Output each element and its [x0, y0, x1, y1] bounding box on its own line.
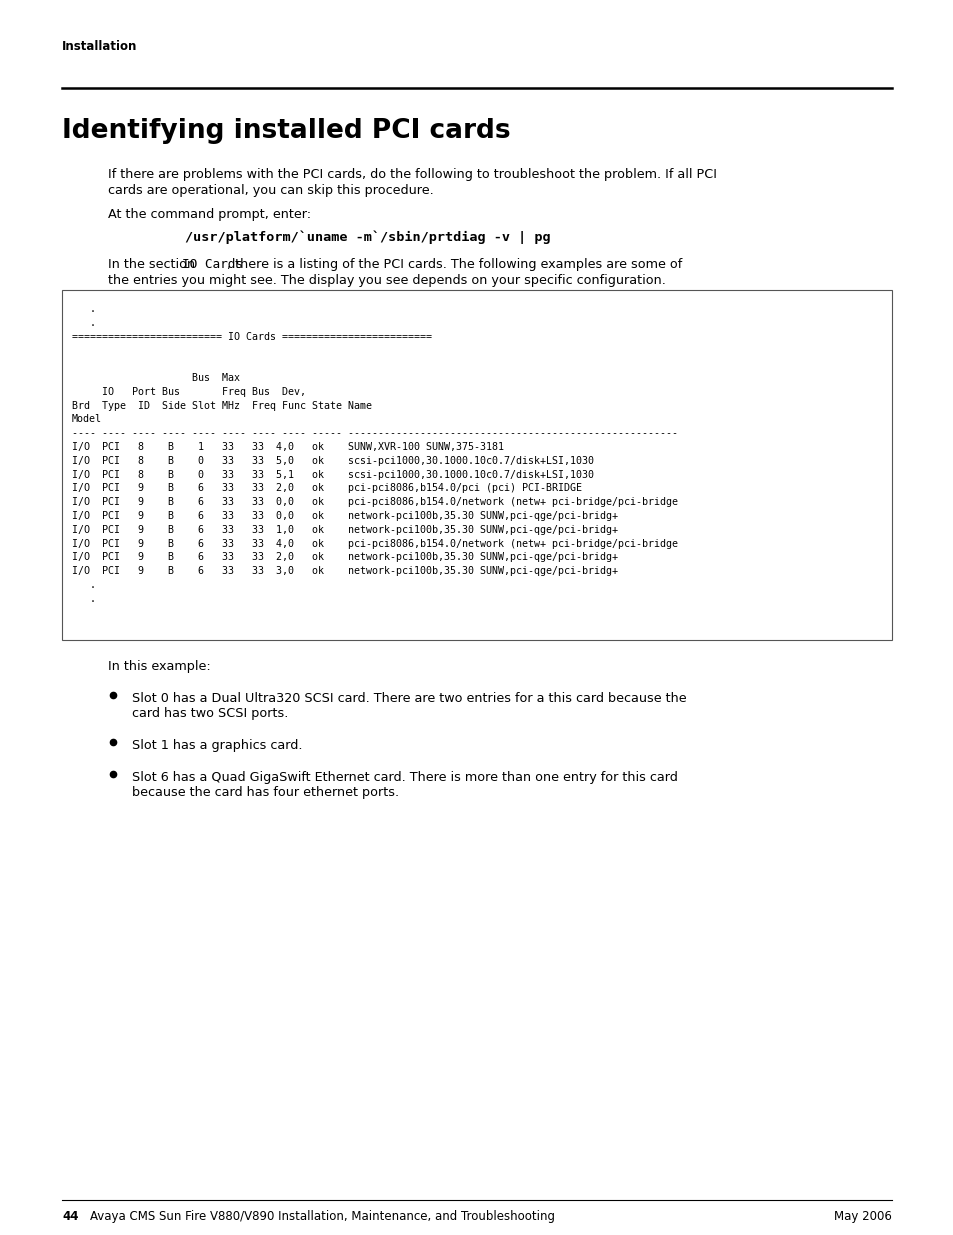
Text: I/O  PCI   9    B    6   33   33  0,0   ok    network-pci100b,35.30 SUNW,pci-qge: I/O PCI 9 B 6 33 33 0,0 ok network-pci10…: [71, 511, 618, 521]
Text: 44: 44: [62, 1210, 78, 1223]
Text: card has two SCSI ports.: card has two SCSI ports.: [132, 708, 288, 720]
Bar: [62, 290, 891, 640]
Text: .: .: [71, 580, 96, 590]
Text: ---- ---- ---- ---- ---- ---- ---- ---- ----- ----------------------------------: ---- ---- ---- ---- ---- ---- ---- ---- …: [71, 429, 678, 438]
Text: If there are problems with the PCI cards, do the following to troubleshoot the p: If there are problems with the PCI cards…: [108, 168, 717, 182]
Text: Avaya CMS Sun Fire V880/V890 Installation, Maintenance, and Troubleshooting: Avaya CMS Sun Fire V880/V890 Installatio…: [90, 1210, 555, 1223]
Text: Bus  Max: Bus Max: [71, 373, 240, 383]
Text: /usr/platform/`uname -m`/sbin/prtdiag -v | pg: /usr/platform/`uname -m`/sbin/prtdiag -v…: [185, 230, 550, 243]
Text: In this example:: In this example:: [108, 659, 211, 673]
Text: the entries you might see. The display you see depends on your specific configur: the entries you might see. The display y…: [108, 274, 665, 287]
Text: I/O  PCI   9    B    6   33   33  4,0   ok    pci-pci8086,b154.0/network (netw+ : I/O PCI 9 B 6 33 33 4,0 ok pci-pci8086,b…: [71, 538, 678, 548]
Text: I/O  PCI   8    B    0   33   33  5,1   ok    scsi-pci1000,30.1000.10c0.7/disk+L: I/O PCI 8 B 0 33 33 5,1 ok scsi-pci1000,…: [71, 469, 594, 479]
Text: Slot 0 has a Dual Ultra320 SCSI card. There are two entries for a this card beca: Slot 0 has a Dual Ultra320 SCSI card. Th…: [132, 692, 686, 705]
Text: In the section: In the section: [108, 258, 199, 270]
Text: IO   Port Bus       Freq Bus  Dev,: IO Port Bus Freq Bus Dev,: [71, 387, 306, 396]
Text: Slot 1 has a graphics card.: Slot 1 has a graphics card.: [132, 739, 302, 752]
Text: cards are operational, you can skip this procedure.: cards are operational, you can skip this…: [108, 184, 434, 198]
Text: , there is a listing of the PCI cards. The following examples are some of: , there is a listing of the PCI cards. T…: [227, 258, 681, 270]
Text: .: .: [71, 594, 96, 604]
Text: ========================= IO Cards =========================: ========================= IO Cards =====…: [71, 332, 432, 342]
Text: Brd  Type  ID  Side Slot MHz  Freq Func State Name: Brd Type ID Side Slot MHz Freq Func Stat…: [71, 400, 372, 410]
Text: Slot 6 has a Quad GigaSwift Ethernet card. There is more than one entry for this: Slot 6 has a Quad GigaSwift Ethernet car…: [132, 771, 678, 783]
Text: Model: Model: [71, 415, 102, 425]
Text: I/O  PCI   9    B    6   33   33  2,0   ok    network-pci100b,35.30 SUNW,pci-qge: I/O PCI 9 B 6 33 33 2,0 ok network-pci10…: [71, 552, 618, 562]
Text: Identifying installed PCI cards: Identifying installed PCI cards: [62, 119, 510, 144]
Text: I/O  PCI   9    B    6   33   33  2,0   ok    pci-pci8086,b154.0/pci (pci) PCI-B: I/O PCI 9 B 6 33 33 2,0 ok pci-pci8086,b…: [71, 483, 581, 494]
Text: Installation: Installation: [62, 40, 137, 53]
Text: IO Cards: IO Cards: [182, 258, 243, 270]
Text: .: .: [71, 304, 96, 314]
Text: because the card has four ethernet ports.: because the card has four ethernet ports…: [132, 785, 398, 799]
Text: I/O  PCI   9    B    6   33   33  3,0   ok    network-pci100b,35.30 SUNW,pci-qge: I/O PCI 9 B 6 33 33 3,0 ok network-pci10…: [71, 566, 618, 577]
Text: I/O  PCI   8    B    0   33   33  5,0   ok    scsi-pci1000,30.1000.10c0.7/disk+L: I/O PCI 8 B 0 33 33 5,0 ok scsi-pci1000,…: [71, 456, 594, 466]
Text: .: .: [71, 317, 96, 327]
Text: At the command prompt, enter:: At the command prompt, enter:: [108, 207, 311, 221]
Text: I/O  PCI   9    B    6   33   33  0,0   ok    pci-pci8086,b154.0/network (netw+ : I/O PCI 9 B 6 33 33 0,0 ok pci-pci8086,b…: [71, 498, 678, 508]
Text: May 2006: May 2006: [833, 1210, 891, 1223]
Text: I/O  PCI   8    B    1   33   33  4,0   ok    SUNW,XVR-100 SUNW,375-3181: I/O PCI 8 B 1 33 33 4,0 ok SUNW,XVR-100 …: [71, 442, 503, 452]
Text: I/O  PCI   9    B    6   33   33  1,0   ok    network-pci100b,35.30 SUNW,pci-qge: I/O PCI 9 B 6 33 33 1,0 ok network-pci10…: [71, 525, 618, 535]
